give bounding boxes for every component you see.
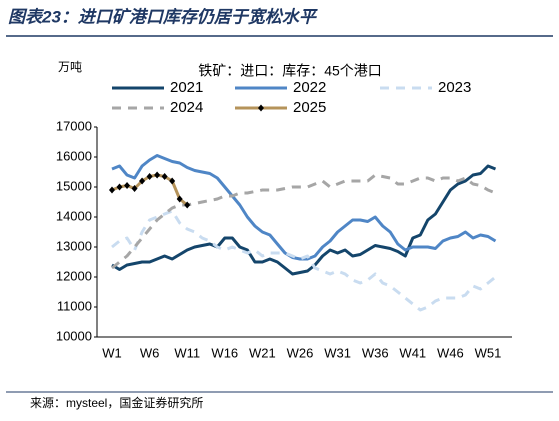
series-line: [111, 173, 497, 270]
point-marker: [154, 171, 161, 179]
point-marker: [176, 195, 183, 203]
point-marker: [161, 173, 168, 180]
source: 来源：mysteel，国金证券研究所: [30, 395, 203, 410]
legend-marker: [258, 104, 264, 112]
x-tick-label: W11: [174, 345, 200, 360]
point-marker: [116, 183, 123, 191]
legend-label: 2023: [438, 79, 471, 96]
x-tick-label: W46: [437, 345, 464, 360]
series-line: [111, 164, 497, 276]
point-marker: [139, 177, 146, 185]
y-axis-label: 万吨: [58, 60, 82, 74]
x-tick-label: W41: [399, 345, 426, 360]
x-tick-label: W31: [324, 345, 351, 360]
y-tick-label: 11000: [57, 298, 92, 313]
series-line: [111, 209, 497, 312]
point-marker: [109, 186, 115, 194]
y-tick-label: 15000: [56, 178, 92, 193]
point-marker: [124, 182, 131, 189]
x-tick-label: W36: [362, 345, 389, 360]
x-tick-label: W16: [211, 345, 238, 360]
y-tick-label: 16000: [56, 148, 92, 163]
y-tick-label: 10000: [56, 328, 92, 343]
legend-label: 2024: [170, 99, 203, 116]
x-tick-label: W6: [140, 345, 160, 360]
y-tick-label: 14000: [56, 208, 92, 223]
point-marker: [169, 177, 176, 185]
chart-title: 图表23：进口矿港口库存仍居于宽松水平: [8, 7, 318, 26]
y-tick-label: 17000: [56, 118, 92, 133]
point-marker: [131, 185, 138, 192]
x-tick-label: W51: [475, 345, 502, 360]
x-tick-label: W21: [249, 345, 276, 360]
legend-label: 2022: [293, 79, 326, 96]
point-marker: [184, 201, 191, 209]
y-tick-label: 12000: [56, 268, 92, 283]
chart-subtitle: 铁矿：进口：库存：45个港口: [198, 63, 382, 79]
y-tick-label: 13000: [56, 238, 92, 253]
legend-label: 2025: [293, 99, 326, 116]
legend-label: 2021: [170, 79, 203, 96]
point-marker: [146, 173, 153, 180]
x-tick-label: W1: [102, 345, 122, 360]
x-tick-label: W26: [287, 345, 314, 360]
